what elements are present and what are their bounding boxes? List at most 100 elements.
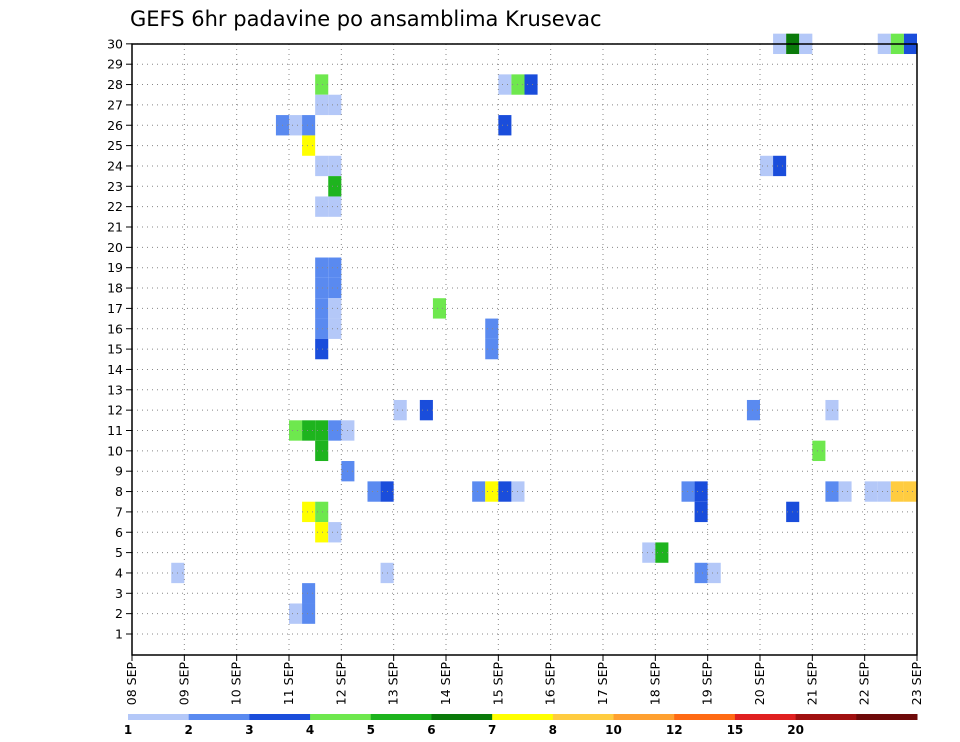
heatmap-cell — [773, 155, 787, 177]
y-tick-label: 19 — [107, 260, 123, 275]
colorbar-label: 7 — [488, 723, 496, 737]
y-tick-label: 12 — [107, 403, 123, 418]
heatmap-cell — [302, 135, 316, 156]
heatmap-cell — [367, 481, 381, 502]
heatmap-cell — [642, 542, 656, 563]
heatmap-cell — [328, 420, 342, 441]
colorbar-label: 12 — [666, 723, 683, 737]
heatmap-cell — [315, 338, 329, 360]
heatmap-cell — [825, 399, 839, 421]
heatmap-cell — [289, 115, 303, 136]
heatmap-cell — [328, 155, 342, 177]
colorbar-segment — [128, 714, 190, 720]
heatmap-cell — [302, 420, 316, 441]
heatmap-cell — [877, 481, 891, 502]
x-tick-label: 15 SEP — [490, 662, 505, 706]
heatmap-cell — [760, 155, 774, 177]
y-tick-label: 21 — [107, 220, 123, 235]
y-tick-label: 24 — [107, 158, 123, 173]
heatmap-cells — [171, 33, 917, 624]
y-tick-label: 20 — [107, 240, 123, 255]
y-tick-label: 25 — [107, 138, 123, 153]
heatmap-cell — [746, 399, 760, 421]
chart-title: GEFS 6hr padavine po ansamblima Krusevac — [130, 7, 602, 31]
heatmap-cell — [655, 542, 669, 563]
y-tick-label: 23 — [107, 179, 123, 194]
heatmap-cell — [498, 115, 512, 136]
heatmap-cell — [812, 440, 826, 462]
colorbar-label: 6 — [427, 723, 435, 737]
colorbar-label: 15 — [727, 723, 744, 737]
x-tick-label: 14 SEP — [438, 662, 453, 706]
colorbar-segment — [734, 714, 797, 720]
heatmap-cell — [328, 94, 342, 116]
y-tick-label: 17 — [107, 301, 123, 316]
y-tick-label: 16 — [107, 321, 123, 336]
y-tick-label: 2 — [115, 606, 123, 621]
y-tick-label: 9 — [115, 464, 123, 479]
colorbar-segment — [856, 714, 918, 720]
y-axis: 1234567891011121314151617181920212223242… — [107, 36, 132, 642]
x-tick-label: 09 SEP — [176, 662, 191, 706]
heatmap-cell — [289, 603, 303, 624]
heatmap-cell — [694, 562, 708, 584]
heatmap-cell — [524, 74, 538, 95]
y-tick-label: 10 — [107, 443, 123, 458]
heatmap-cell — [315, 318, 329, 339]
heatmap-cell — [315, 94, 329, 116]
heatmap-cell — [694, 501, 708, 523]
x-tick-label: 23 SEP — [909, 662, 924, 706]
x-tick-label: 13 SEP — [386, 662, 401, 706]
colorbar-segment — [613, 714, 675, 720]
heatmap-cell — [315, 420, 329, 441]
y-tick-label: 5 — [115, 545, 123, 560]
heatmap-cell — [485, 481, 499, 502]
y-tick-label: 14 — [107, 362, 123, 377]
plot-frame — [131, 43, 918, 656]
heatmap-cell — [315, 501, 329, 523]
colorbar-segment — [370, 714, 432, 720]
grid-lines — [131, 43, 918, 655]
heatmap-cell — [498, 481, 512, 502]
x-tick-label: 20 SEP — [752, 662, 767, 706]
y-tick-label: 3 — [115, 586, 123, 601]
colorbar-segment — [310, 714, 372, 720]
colorbar-segment — [492, 714, 554, 720]
y-tick-label: 18 — [107, 281, 123, 296]
y-tick-label: 6 — [115, 525, 123, 540]
x-tick-label: 12 SEP — [333, 662, 348, 706]
heatmap-cell — [864, 481, 878, 502]
x-tick-label: 16 SEP — [543, 662, 558, 706]
heatmap-cell — [302, 115, 316, 136]
heatmap-cell — [315, 257, 329, 278]
heatmap-cell — [328, 196, 342, 217]
colorbar-segment — [431, 714, 493, 720]
x-tick-label: 11 SEP — [281, 662, 296, 706]
heatmap-cell — [328, 277, 342, 299]
heatmap-cell — [328, 522, 342, 543]
colorbar-label: 10 — [605, 723, 622, 737]
heatmap-cell — [328, 318, 342, 339]
heatmap-cell — [498, 74, 512, 95]
heatmap-cell — [302, 603, 316, 624]
heatmap-cell — [694, 481, 708, 502]
x-tick-label: 10 SEP — [229, 662, 244, 706]
heatmap-cell — [707, 562, 721, 584]
y-tick-label: 30 — [107, 36, 123, 51]
x-tick-label: 21 SEP — [804, 662, 819, 706]
y-tick-label: 13 — [107, 382, 123, 397]
y-tick-label: 28 — [107, 77, 123, 92]
heatmap-cell — [393, 399, 407, 421]
colorbar: 1 2 3 4 5 6 7 8 10 12 15 20 — [124, 714, 918, 737]
colorbar-label: 1 — [124, 723, 132, 737]
colorbar-label: 20 — [787, 723, 804, 737]
x-tick-label: 08 SEP — [124, 662, 139, 706]
colorbar-label: 3 — [245, 723, 253, 737]
colorbar-segment — [552, 714, 615, 720]
y-tick-label: 8 — [115, 484, 123, 499]
heatmap-cell — [328, 176, 342, 197]
heatmap-cell — [419, 399, 433, 421]
x-tick-label: 22 SEP — [857, 662, 872, 706]
heatmap-cell — [825, 481, 839, 502]
